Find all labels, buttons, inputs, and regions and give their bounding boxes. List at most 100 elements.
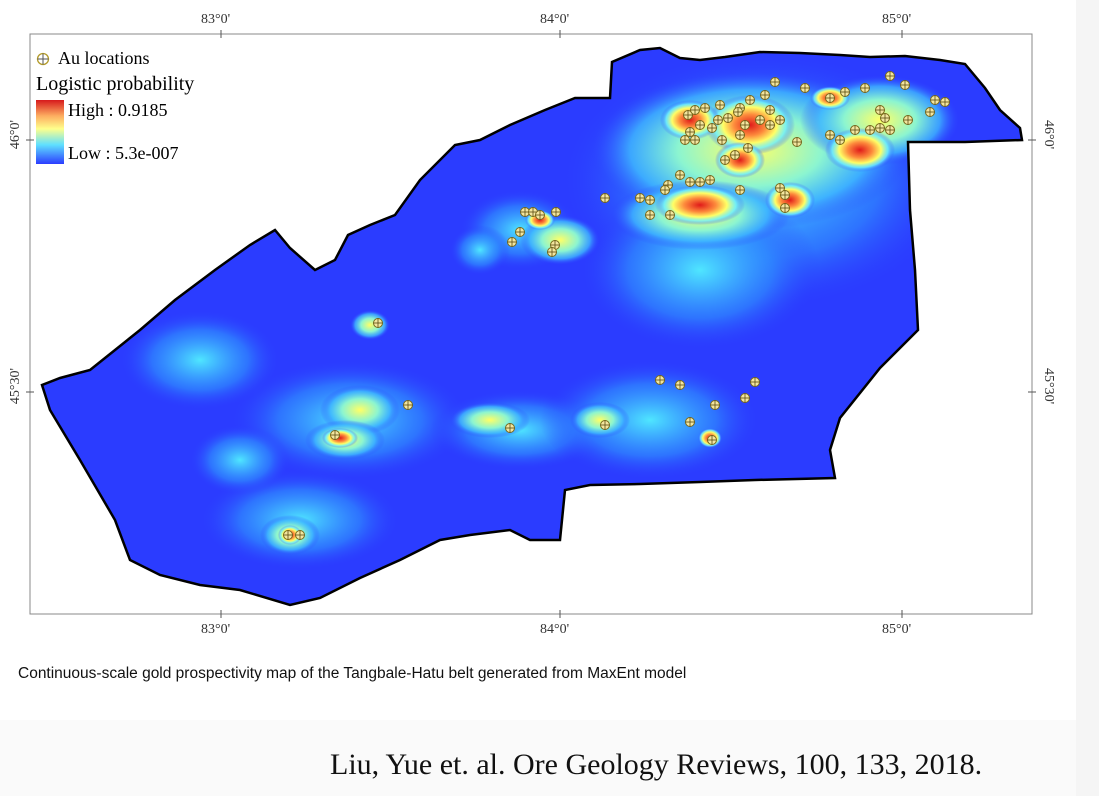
au-location-point xyxy=(680,135,690,145)
au-location-point xyxy=(685,177,695,187)
au-location-point xyxy=(505,423,515,433)
bottom-band xyxy=(0,720,1076,796)
au-location-point xyxy=(775,115,785,125)
au-location-point xyxy=(760,90,770,100)
au-point-icon xyxy=(36,52,50,65)
au-location-point xyxy=(930,95,940,105)
au-location-point xyxy=(743,143,753,153)
au-location-point xyxy=(825,130,835,140)
legend-au-row: Au locations xyxy=(36,48,194,69)
au-location-point xyxy=(685,417,695,427)
tick-top-84: 84°0' xyxy=(540,12,570,27)
au-location-point xyxy=(875,105,885,115)
tick-bottom-83: 83°0' xyxy=(201,622,231,637)
au-location-point xyxy=(925,107,935,117)
au-location-point xyxy=(900,80,910,90)
au-location-point xyxy=(750,377,760,387)
au-location-point xyxy=(645,210,655,220)
color-ramp-bar xyxy=(36,100,64,164)
au-location-point xyxy=(373,318,383,328)
au-location-point xyxy=(885,125,895,135)
au-location-point xyxy=(547,247,557,257)
au-location-point xyxy=(705,175,715,185)
legend-title: Logistic probability xyxy=(36,73,195,95)
au-location-point xyxy=(885,71,895,81)
au-location-point xyxy=(780,190,790,200)
au-location-point xyxy=(683,110,693,120)
legend-color-ramp: High : 0.9185 Low : 5.3e-007 xyxy=(36,100,194,164)
map-figure: 83°0' 84°0' 85°0' 83°0' 84°0' 85°0' 46°0… xyxy=(8,12,1056,637)
tick-bottom-85: 85°0' xyxy=(882,622,912,637)
au-location-point xyxy=(740,393,750,403)
au-location-points xyxy=(283,71,950,540)
tick-right-46: 46°0' xyxy=(1041,120,1056,150)
au-location-point xyxy=(645,195,655,205)
au-location-point xyxy=(710,400,720,410)
au-location-point xyxy=(792,137,802,147)
tick-top-85: 85°0' xyxy=(882,12,912,27)
au-location-point xyxy=(735,130,745,140)
au-location-point xyxy=(535,210,545,220)
au-location-point xyxy=(685,127,695,137)
au-location-point xyxy=(800,83,810,93)
au-location-point xyxy=(675,380,685,390)
au-location-point xyxy=(850,125,860,135)
au-location-point xyxy=(551,207,561,217)
citation: Liu, Yue et. al. Ore Geology Reviews, 10… xyxy=(330,748,983,781)
legend-high-label: High : 0.9185 xyxy=(68,100,168,120)
au-location-point xyxy=(600,193,610,203)
au-location-point xyxy=(515,227,525,237)
au-location-point xyxy=(700,103,710,113)
au-location-point xyxy=(723,113,733,123)
au-location-point xyxy=(600,420,610,430)
au-location-point xyxy=(330,430,340,440)
au-location-point xyxy=(690,105,700,115)
au-location-point xyxy=(940,97,950,107)
au-location-point xyxy=(775,183,785,193)
au-location-point xyxy=(717,135,727,145)
au-location-point xyxy=(780,203,790,213)
au-location-point xyxy=(740,120,750,130)
au-location-point xyxy=(655,375,665,385)
au-location-point xyxy=(695,120,705,130)
au-location-point xyxy=(765,120,775,130)
frame-ticks xyxy=(26,30,1036,618)
side-strip xyxy=(1076,0,1099,796)
au-location-point xyxy=(865,125,875,135)
au-location-point xyxy=(707,435,717,445)
au-location-point xyxy=(695,177,705,187)
au-location-point xyxy=(720,155,730,165)
map-legend: Au locations Logistic probability High :… xyxy=(36,48,194,164)
au-location-point xyxy=(825,93,835,103)
au-location-point xyxy=(733,107,743,117)
prospectivity-map xyxy=(26,30,1036,618)
au-location-point xyxy=(770,77,780,87)
au-location-point xyxy=(730,150,740,160)
au-location-point xyxy=(675,170,685,180)
au-location-point xyxy=(860,83,870,93)
tick-left-46: 46°0' xyxy=(8,120,23,150)
au-location-point xyxy=(880,113,890,123)
au-location-point xyxy=(507,237,517,247)
au-location-point xyxy=(735,185,745,195)
au-location-point xyxy=(283,530,293,540)
au-location-point xyxy=(875,123,885,133)
tick-top-83: 83°0' xyxy=(201,12,231,27)
au-location-point xyxy=(745,95,755,105)
au-location-point xyxy=(690,135,700,145)
au-location-point xyxy=(840,87,850,97)
au-location-point xyxy=(715,100,725,110)
tick-right-4530: 45°30' xyxy=(1041,368,1056,405)
au-location-point xyxy=(765,105,775,115)
au-location-point xyxy=(660,185,670,195)
au-location-point xyxy=(635,193,645,203)
figure-caption: Continuous-scale gold prospectivity map … xyxy=(18,665,687,682)
au-location-point xyxy=(903,115,913,125)
tick-left-4530: 45°30' xyxy=(8,368,23,405)
au-location-point xyxy=(713,115,723,125)
au-location-point xyxy=(295,530,305,540)
au-location-point xyxy=(755,115,765,125)
au-location-point xyxy=(665,210,675,220)
legend-au-label: Au locations xyxy=(58,48,150,68)
au-location-point xyxy=(403,400,413,410)
